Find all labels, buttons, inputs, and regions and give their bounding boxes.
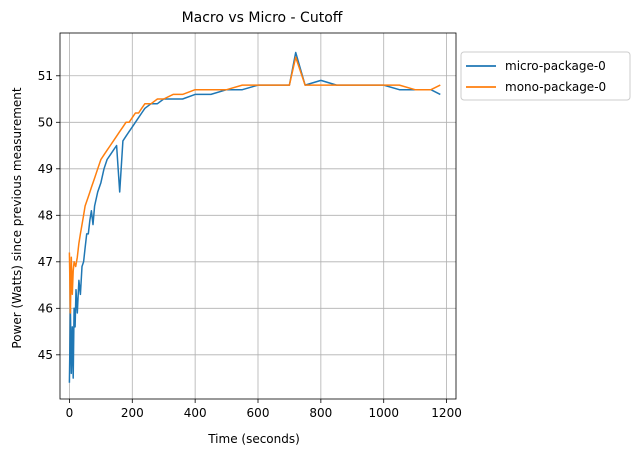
grid [60,33,456,399]
x-tick-label: 200 [121,406,144,420]
x-tick-label: 1200 [431,406,462,420]
x-tick-label: 1000 [368,406,399,420]
y-tick-label: 50 [38,115,53,129]
axes: 0 200 400 600 800 1000 1200 45 46 47 48 49 50 51 [38,32,462,420]
chart-title: Macro vs Micro - Cutoff [182,10,343,26]
x-tick-label: 800 [309,406,332,420]
y-tick-label: 49 [38,162,53,176]
x-tick-label: 0 [66,406,74,420]
legend: micro-package-0 mono-package-0 [460,51,631,101]
legend-label-micro-package-0: micro-package-0 [505,59,606,73]
legend-box [460,51,631,101]
x-axis-label: Time (seconds) [207,432,300,446]
legend-label-mono-package-0: mono-package-0 [505,80,606,94]
series-line-mono-package-0 [68,56,441,314]
y-tick-label: 47 [38,255,53,269]
y-axis-label: Power (Watts) since previous measurement [10,87,24,349]
series-layer [68,51,441,383]
x-tick-label: 600 [247,406,270,420]
y-tick-label: 51 [38,69,53,83]
plot-frame [59,32,457,400]
x-tick-label: 400 [184,406,207,420]
y-tick-label: 45 [38,348,53,362]
y-tick-label: 48 [38,208,53,222]
y-tick-label: 46 [38,301,53,315]
series-line-micro-package-0 [68,51,441,383]
